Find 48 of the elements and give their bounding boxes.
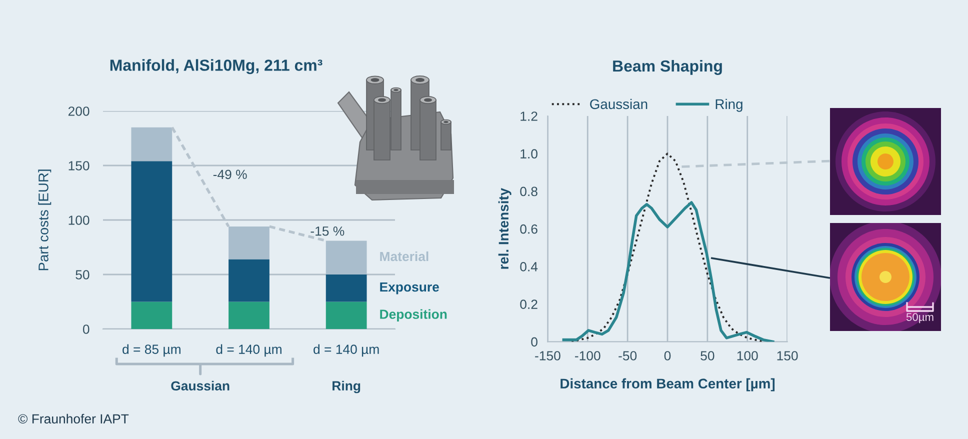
y-tick-label: 200 — [68, 106, 90, 116]
y-tick-label: 100 — [68, 216, 90, 225]
y-tick-label: 50 — [76, 270, 90, 280]
series-label: Material — [380, 251, 428, 262]
y-tick-label: 0.2 — [520, 300, 538, 309]
y-axis-title: rel. Intensity — [498, 188, 512, 269]
y-tick-label: 0.4 — [520, 262, 538, 272]
y-tick-label: 0.6 — [520, 224, 538, 234]
x-tick-label: d = 85 µm — [122, 344, 180, 357]
line-series — [562, 201, 774, 342]
x-tick-label: 0 — [664, 351, 671, 360]
x-tick-label: 50 — [700, 351, 714, 360]
bar — [228, 259, 270, 302]
annotation: -49 % — [213, 170, 247, 180]
x-tick-label: d = 140 µm — [216, 344, 282, 357]
bar — [228, 302, 270, 329]
y-tick-label: 150 — [68, 161, 90, 170]
y-tick-label: 0 — [82, 324, 90, 334]
x-tick-label: 150 — [777, 351, 798, 360]
y-tick-label: 1.2 — [520, 112, 538, 121]
legend-label: Gaussian — [590, 98, 648, 110]
x-tick-label: -150 — [535, 351, 560, 360]
y-axis-title: Part costs [EUR] — [38, 170, 52, 270]
x-tick-label: d = 140 µm — [314, 344, 379, 357]
legend-label: Ring — [716, 98, 742, 112]
bar — [326, 274, 367, 302]
bar — [131, 161, 172, 302]
chart-title: Beam Shaping — [613, 60, 722, 75]
text: © Fraunhofer IAPT — [18, 414, 129, 424]
text: 50µm — [906, 313, 934, 324]
y-tick-label: 1.0 — [520, 149, 538, 159]
bar — [131, 127, 172, 162]
x-tick-label: -50 — [618, 351, 637, 360]
bar — [326, 302, 367, 329]
annotation: -15 % — [310, 226, 344, 236]
y-tick-label: 0.8 — [520, 186, 538, 196]
x-tick-label: -100 — [575, 351, 600, 360]
text: Gaussian — [171, 380, 230, 391]
bar — [228, 226, 270, 260]
line-series — [570, 152, 764, 342]
chart-title: Manifold, AlSi10Mg, 211 cm³ — [110, 59, 322, 74]
series-label: Deposition — [380, 309, 447, 322]
series-label: Exposure — [380, 282, 439, 294]
y-tick-label: 0 — [531, 337, 538, 347]
text: Ring — [332, 380, 360, 394]
x-tick-label: 100 — [737, 351, 758, 360]
bar — [131, 302, 172, 329]
x-axis-title: Distance from Beam Center [µm] — [560, 378, 775, 392]
